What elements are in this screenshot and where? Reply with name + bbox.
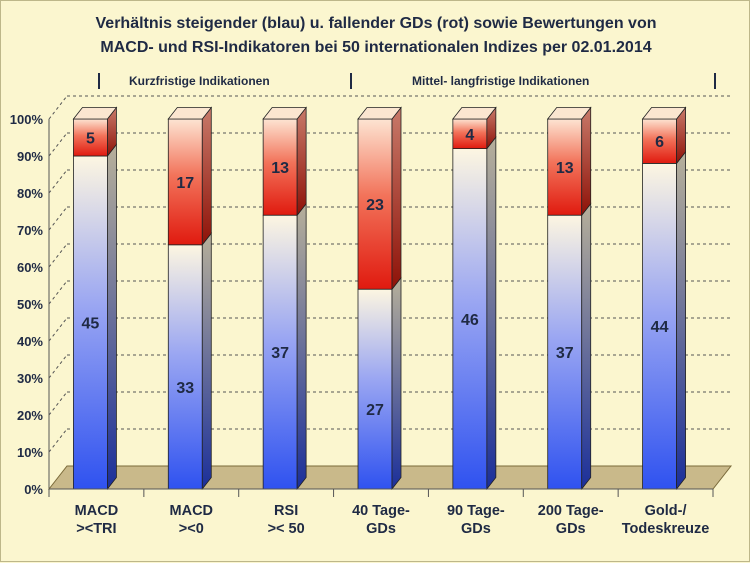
bar-rising [167,244,203,490]
bar-group: 45 5 [72,106,118,491]
bar-group: 46 4 [452,106,497,491]
bar-group: 27 23 [357,106,402,491]
bar-rising-side [391,276,402,491]
data-label-rising: 37 [556,345,574,362]
bar-falling [73,118,108,157]
x-category-label: >< 50 [268,521,305,537]
y-tick-label: 20% [17,408,43,423]
gridline-side [48,391,68,416]
data-label-rising: 33 [176,380,194,397]
x-category-label: Todeskreuze [622,521,710,537]
x-category-label: 200 Tage- [538,503,604,519]
gridline-side [48,206,68,231]
y-tick-label: 40% [17,334,43,349]
data-label-falling: 13 [271,160,289,177]
bar-falling-side [391,106,402,291]
bar-rising [547,214,583,490]
gridline-side [48,243,68,268]
bar-group: 44 6 [641,106,687,491]
bar-rising [642,162,677,490]
data-label-falling: 5 [86,131,95,148]
data-label-falling: 4 [465,127,474,144]
x-category-label: 40 Tage- [352,503,410,519]
group-separator-middle [350,73,352,89]
bar-rising [357,288,393,490]
x-category-label: 90 Tage- [447,503,505,519]
bar-group: 33 17 [167,106,213,491]
y-tick-label: 60% [17,260,43,275]
bar-rising [73,155,108,490]
x-category-label: ><0 [179,521,204,537]
bar-top [262,107,307,120]
bars: 45 5 33 17 37 13 27 23 46 4 37 13 44 6 [72,106,687,491]
gridline-side [48,354,68,379]
bar-rising-side [486,135,497,491]
y-tick-label: 70% [17,223,43,238]
x-category-label: GDs [461,521,491,537]
data-label-falling: 6 [655,134,664,151]
x-axis-category-labels: MACD ><TRI MACD ><0 RSI >< 50 40 Tage- GDs 90 Ta… [48,488,714,537]
data-label-falling: 23 [366,197,384,214]
y-tick-label: 0% [24,482,43,497]
x-category-label: MACD [75,503,119,519]
bar-top [72,107,118,120]
bar-falling-side [581,106,592,217]
data-label-rising: 27 [366,402,384,419]
bar-top [167,107,213,120]
data-label-falling: 17 [176,175,194,192]
bar-group: 37 13 [262,106,307,491]
bar-rising [262,214,298,490]
data-label-falling: 13 [556,160,574,177]
x-category-label: ><TRI [76,521,116,537]
bar-top [452,107,497,120]
chart-title-line-2: MACD- und RSI-Indikatoren bei 50 interna… [100,39,652,56]
y-tick-label: 90% [17,149,43,164]
x-category-label: RSI [274,503,298,519]
gridline-side [48,428,68,453]
bar-falling [452,118,488,150]
data-label-rising: 37 [271,345,289,362]
group-label-short-term: Kurzfristige Indikationen [129,74,270,88]
x-category-label: GDs [556,521,586,537]
y-tick-label: 30% [17,371,43,386]
group-separator-right [714,73,716,89]
gridline-side [48,169,68,194]
bar-rising-side [296,202,307,491]
x-category-label: Gold-/ [645,503,687,519]
data-label-rising: 44 [651,319,669,336]
bar-top [546,107,592,120]
y-axis-tick-labels: 0% 10% 20% 30% 40% 50% 60% 70% 80% 90% 100% [10,112,44,497]
y-tick-label: 80% [17,186,43,201]
group-label-mid-long-term: Mittel- langfristige Indikationen [412,74,590,88]
data-label-rising: 45 [82,316,100,333]
bar-falling [547,118,583,216]
bar-rising-side [676,150,686,491]
y-tick-label: 10% [17,445,43,460]
bar-top [357,107,402,120]
bar-falling [262,118,298,216]
gridline-side [48,95,68,120]
gridline-side [48,317,68,342]
bar-falling-side [296,106,307,217]
data-label-rising: 46 [461,312,479,329]
gridline-side [48,132,68,157]
y-tick-label: 50% [17,297,43,312]
bar-rising-side [581,202,592,491]
y-tick-label: 100% [10,112,44,127]
gridline-side [48,280,68,305]
group-separator-left [98,73,100,89]
bar-rising-side [107,143,117,491]
chart-title-line-1: Verhältnis steigender (blau) u. fallende… [95,15,657,32]
bar-top [641,107,687,120]
bar-rising-side [201,232,212,491]
bar-group: 37 13 [546,106,592,491]
x-category-label: MACD [170,503,214,519]
x-category-label: GDs [366,521,396,537]
bar-falling-side [201,106,212,246]
